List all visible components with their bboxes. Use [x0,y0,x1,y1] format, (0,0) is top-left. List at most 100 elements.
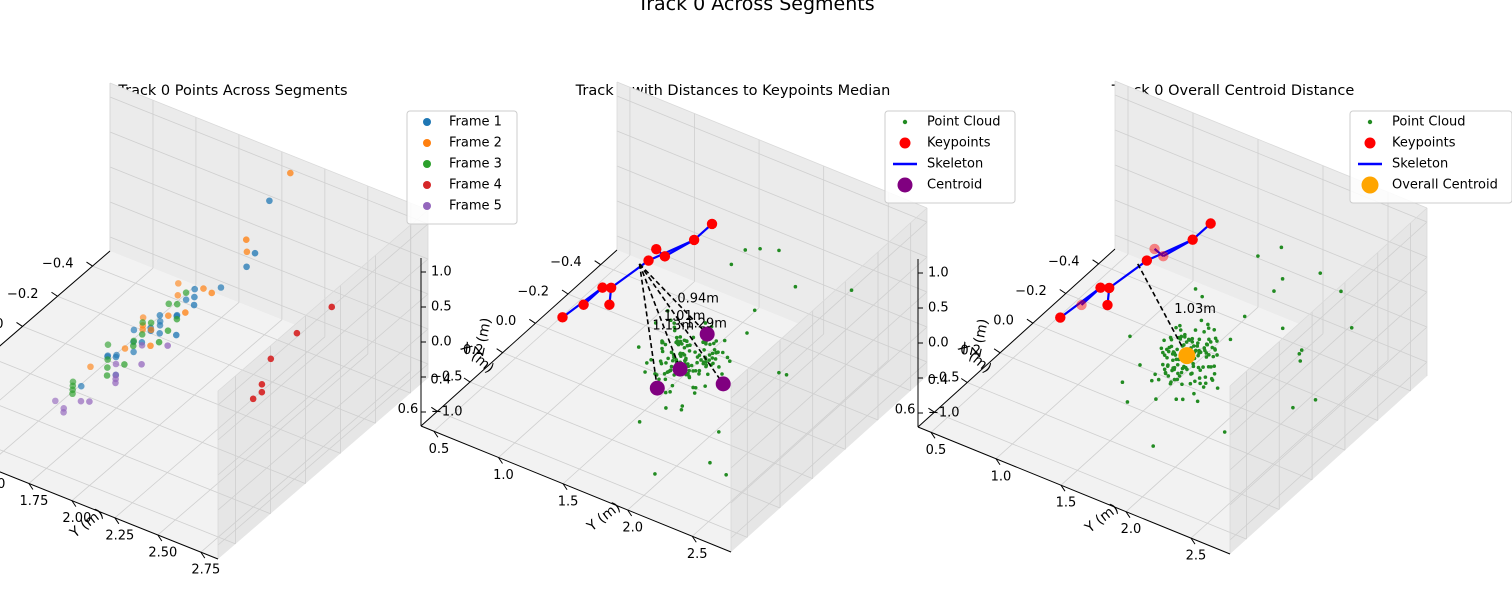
point-cloud-point [687,374,691,379]
y-tick [157,534,163,542]
point-cloud-point [704,363,709,368]
point-cloud-point [1299,348,1304,352]
z-tick-label: 1.0 [431,265,452,280]
point-cloud-point [1256,254,1260,258]
keypoint [1187,234,1198,245]
gridline [995,280,1194,460]
point-cloud-point [703,384,707,388]
y-tick-label: 2.75 [191,563,220,578]
z-tick-label: 0.0 [928,336,949,351]
point-cloud-point [1213,347,1217,351]
legend-label: Point Cloud [1392,115,1466,130]
x-tick-label: −0.4 [550,255,582,270]
z-axis-label: Z (m) [471,316,495,357]
point-cloud-point [1198,368,1203,373]
legend-label: Keypoints [1392,136,1456,151]
point-cloud-point [714,350,718,355]
point-cloud-point [665,309,670,313]
gridline [217,258,429,441]
data-point [103,372,111,379]
data-point [87,363,94,371]
point-cloud-point [1228,337,1233,342]
point-cloud-point [1291,405,1295,410]
gridline [217,293,429,476]
point-cloud-point [1175,377,1180,382]
gridline [934,411,1247,540]
data-point [112,371,120,379]
y-tick [1190,537,1196,545]
point-cloud-point [1339,289,1343,294]
point-cloud-point [707,358,711,362]
y-tick [498,457,503,464]
data-point [156,329,164,337]
y-tick [930,432,936,439]
y-tick-label: 1.50 [0,477,5,492]
keypoint [597,282,608,293]
y-tick-label: 2.5 [1186,549,1207,564]
point-cloud-point [1165,364,1170,368]
axes-3d: −0.4−0.20.00.20.40.6X (m)0.51.01.52.02.5… [895,80,1428,564]
gridline [1065,293,1378,421]
x-tick [561,289,569,295]
data-marks [52,169,336,416]
point-cloud-point [1205,342,1210,347]
gridline [562,307,760,485]
data-point [121,345,129,352]
point-cloud-point [643,370,647,374]
figure-suptitle: Track 0 Across Segments [636,0,874,15]
legend-marker [902,119,908,125]
point-cloud-point [1206,326,1211,330]
legend-frame [884,110,1016,204]
point-cloud-point [1172,377,1177,382]
point-cloud-point [1180,397,1185,402]
legend: Point Cloud Keypoints Skeleton Overall Cent… [1349,110,1512,204]
point-cloud-point [1209,376,1214,381]
gridline [200,370,412,553]
point-cloud-point [683,357,688,362]
x-tick [51,291,58,297]
point-cloud-point [659,361,664,366]
y-axis-line [420,425,732,553]
gridline [616,200,928,328]
point-cloud-point [1193,328,1198,332]
gridline [92,265,411,394]
y-tick-label: 2.5 [687,547,708,562]
data-point [156,318,164,325]
gridline [28,302,240,484]
point-cloud-point [1194,348,1198,353]
point-cloud-point [714,339,719,343]
keypoint [643,255,654,266]
gridline [616,165,928,293]
gridline [502,352,813,480]
gridline [730,326,928,504]
point-cloud-point [1215,339,1219,343]
gridline [0,405,271,515]
point-cloud-point [689,363,694,368]
gridline [57,295,376,424]
data-point [139,319,146,326]
point-cloud-point [1196,365,1201,370]
data-point [104,356,111,363]
point-cloud-point [1202,330,1206,334]
data-point [258,388,266,396]
gridline [730,256,928,434]
keypoint [557,312,568,323]
point-cloud-point [793,284,798,289]
point-cloud-point [1191,364,1196,369]
data-point [156,312,164,319]
skeleton-bone [648,238,695,262]
point-cloud-point [710,356,715,360]
data-point [104,341,112,348]
point-cloud-point [717,430,721,434]
legend-frame [406,110,518,225]
keypoint [651,244,662,255]
keypoint [1205,218,1216,229]
keypoint [605,282,617,293]
point-cloud-point [1318,271,1323,275]
point-cloud-point [1178,328,1183,332]
legend-label: Frame 3 [449,157,502,172]
gridline [1125,333,1324,512]
point-cloud-point [1150,378,1154,383]
